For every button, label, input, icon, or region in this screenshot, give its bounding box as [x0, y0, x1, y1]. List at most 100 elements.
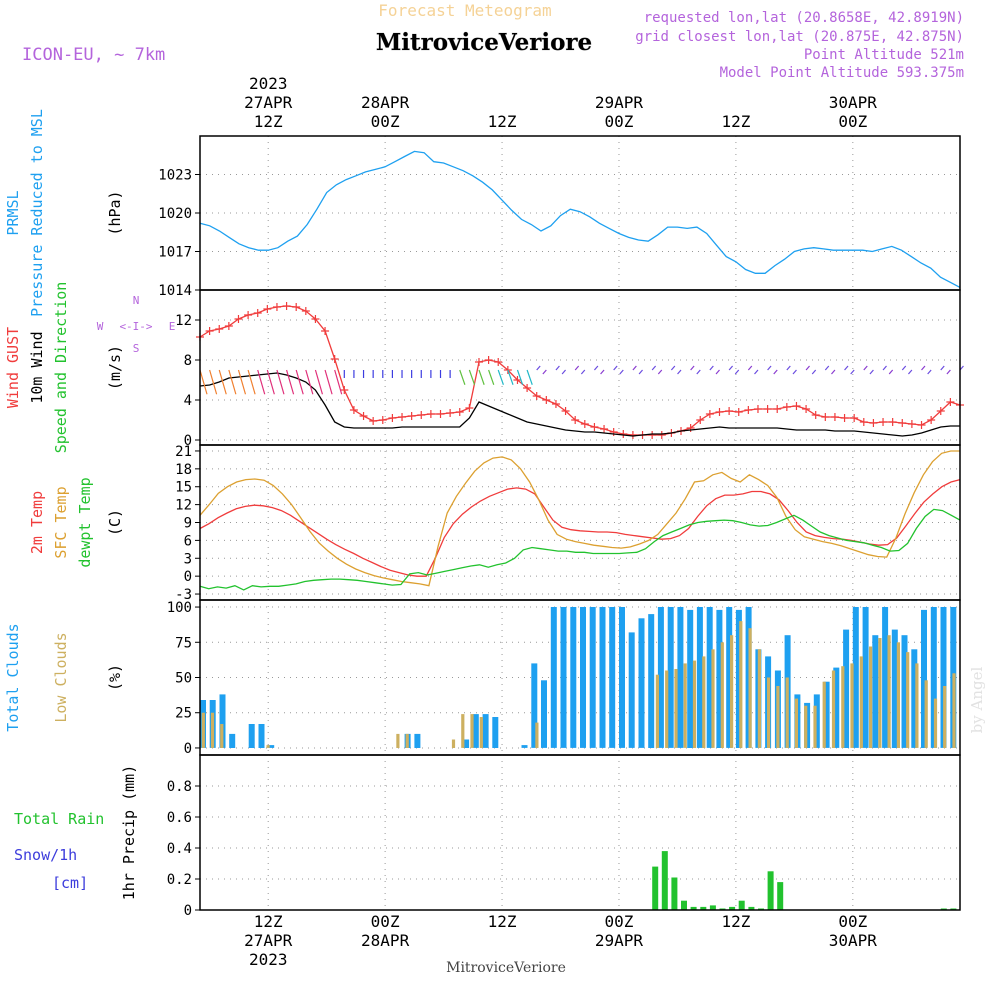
- bar-total-clouds: [570, 607, 577, 748]
- wind-arrow: [478, 369, 485, 385]
- y-tick-label: 0.6: [167, 810, 192, 826]
- gust-point-marker: [907, 420, 916, 428]
- wind-arrow: [805, 365, 810, 371]
- bottom-time-label: 27APR: [244, 931, 293, 950]
- y-tick-label: 12: [175, 498, 192, 514]
- gust-point-marker: [321, 327, 330, 335]
- wind-arrow: [921, 365, 926, 371]
- y-tick-label: 1017: [158, 245, 192, 261]
- bar-low-clouds: [813, 705, 817, 748]
- bar-total-clouds: [843, 629, 850, 748]
- wind-arrow: [863, 365, 868, 371]
- gust-point-marker: [205, 327, 214, 335]
- gust-point-marker: [523, 384, 532, 392]
- bar-total-clouds: [735, 609, 742, 748]
- compass-west: W: [97, 320, 104, 333]
- bar-total-clouds: [258, 724, 265, 748]
- bar-low-clouds: [822, 681, 826, 748]
- gust-point-marker: [378, 416, 387, 424]
- wind-arrow: [542, 369, 547, 375]
- y-tick-label: 100: [167, 600, 192, 616]
- panel-title-line: PRMSL: [4, 190, 22, 235]
- wind-arrow: [305, 369, 314, 395]
- bar-low-clouds: [757, 649, 761, 748]
- wind-arrow: [276, 369, 285, 395]
- bar-total-clouds: [541, 680, 547, 748]
- bar-total-clouds: [901, 635, 908, 748]
- gust-point-marker: [349, 406, 358, 414]
- bar-total-clouds: [560, 607, 567, 748]
- panel-frame: [199, 754, 961, 911]
- gust-point-marker: [898, 419, 907, 427]
- wind-arrow: [526, 369, 533, 385]
- y-tick-label: 6: [184, 533, 192, 549]
- bar-low-clouds: [841, 666, 845, 748]
- gust-point-marker: [465, 404, 474, 412]
- bar-total-clouds: [657, 607, 664, 748]
- bar-low-clouds: [933, 698, 938, 748]
- gust-point-marker: [224, 322, 233, 330]
- bar-low-clouds: [655, 674, 659, 748]
- wind-arrow: [295, 369, 304, 395]
- gust-point-marker: [474, 358, 483, 366]
- compass-mark: <-I->: [119, 320, 152, 333]
- top-time-label: 27APR: [244, 93, 293, 112]
- wind-arrow: [237, 369, 247, 395]
- gust-point-marker: [532, 392, 541, 400]
- y-axis-label: 1hr Precip (mm): [120, 765, 138, 900]
- top-time-label: 29APR: [595, 93, 644, 112]
- bar-low-clouds: [906, 652, 910, 748]
- bar-low-clouds: [470, 714, 474, 748]
- series-line-sfc-temp: [199, 450, 960, 587]
- wind-arrow: [574, 365, 580, 371]
- wind-arrow: [882, 365, 887, 371]
- compass-north: N: [133, 294, 140, 307]
- gust-point-marker: [840, 414, 849, 422]
- bar-low-clouds: [776, 686, 780, 748]
- forecast-label: Forecast Meteogram: [378, 1, 551, 20]
- wind-arrow: [580, 369, 586, 375]
- bar-low-clouds: [266, 745, 270, 748]
- gust-point-marker: [292, 303, 301, 311]
- bar-total-clouds: [609, 607, 616, 748]
- wind-arrow: [907, 369, 913, 375]
- wind-arrow: [199, 369, 208, 395]
- bar-low-clouds: [869, 646, 873, 748]
- bottom-time-label: 00Z: [605, 912, 634, 931]
- gust-point-marker: [917, 421, 926, 429]
- bar-total-clouds: [823, 681, 830, 748]
- y-tick-label: 8: [184, 353, 192, 369]
- panel-title-line: 2m Temp: [28, 491, 46, 554]
- y-tick-label: 18: [175, 462, 192, 478]
- gust-point-marker: [398, 413, 407, 421]
- panel-title-line: SFC Temp: [52, 486, 70, 558]
- series-line-10m-wind: [199, 372, 960, 437]
- y-tick-label: 1023: [158, 168, 192, 184]
- top-time-label: 12Z: [721, 112, 750, 131]
- gust-point-marker: [859, 418, 868, 426]
- gust-point-marker: [753, 405, 762, 413]
- wind-arrow: [561, 369, 567, 375]
- panel-title-line: Wind GUST: [4, 327, 22, 408]
- series-line-prmsl: [199, 150, 961, 288]
- wind-arrow: [507, 369, 514, 385]
- y-tick-label: 1014: [158, 283, 192, 299]
- wind-arrow: [690, 365, 695, 371]
- chart-layer: 1014 1017 1020 1023 (hPa) PRMSL Pressure Reduc…: [4, 74, 964, 969]
- y-tick-label: 0: [184, 741, 192, 757]
- gust-point-marker: [628, 431, 637, 439]
- y-tick-label: 4: [184, 393, 192, 409]
- gust-point-marker: [340, 386, 349, 394]
- wind-arrow: [497, 369, 504, 385]
- bottom-time-label: 00Z: [838, 912, 867, 931]
- wind-arrow: [811, 369, 817, 375]
- gust-point-marker: [551, 400, 560, 408]
- y-tick-label: 21: [175, 444, 192, 460]
- wind-arrow: [638, 369, 643, 375]
- bar-total-clouds: [463, 739, 470, 748]
- wind-arrow: [228, 369, 237, 395]
- closest-point: grid closest lon,lat (20.875E, 42.875N): [635, 29, 964, 45]
- bar-low-clouds: [748, 628, 752, 748]
- gust-point-marker: [744, 406, 753, 414]
- wind-arrow: [824, 365, 830, 371]
